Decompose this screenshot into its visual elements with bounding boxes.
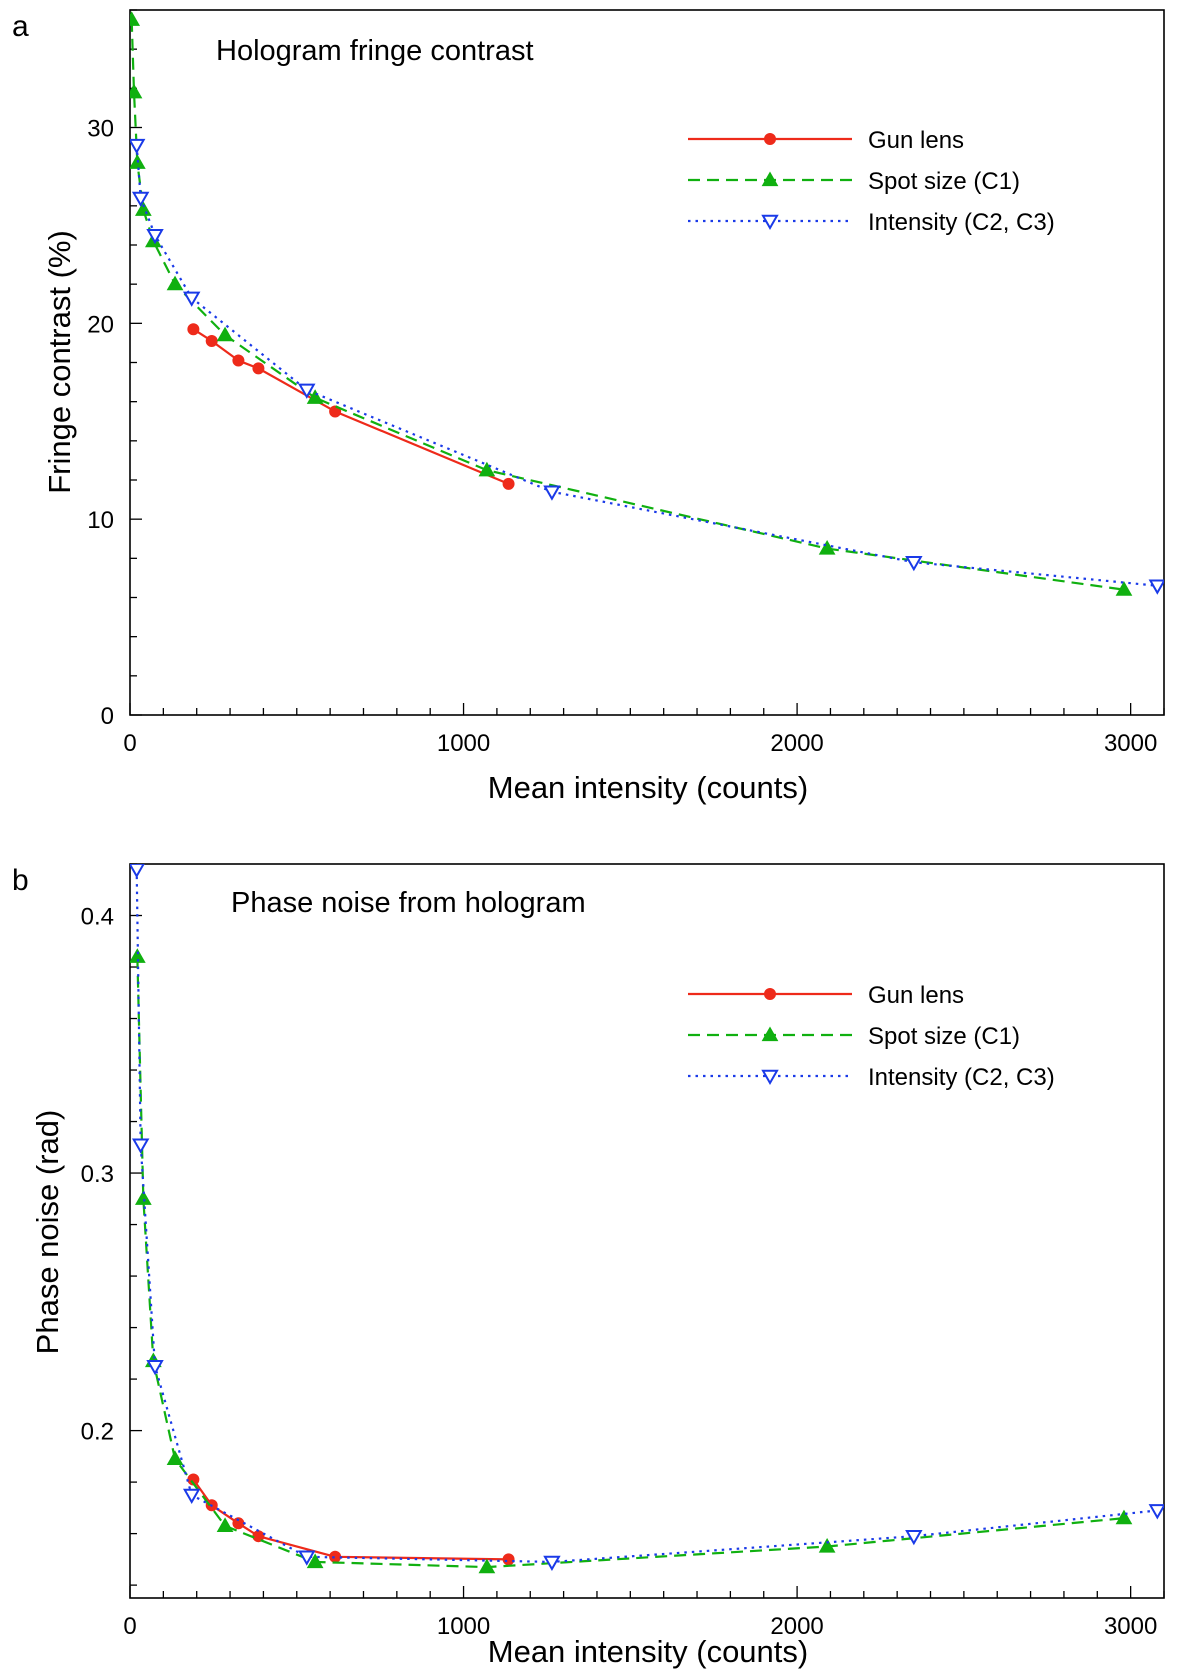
y-axis-title: Phase noise (rad): [30, 1110, 65, 1355]
legend-label: Intensity (C2, C3): [868, 1064, 1055, 1091]
x-tick-label: 1000: [437, 1613, 490, 1640]
data-point: [543, 485, 561, 501]
legend: Gun lens Spot size (C1) Intensity (C2, C3): [688, 127, 1055, 236]
chart-title: Hologram fringe contrast: [216, 35, 534, 67]
data-point: [478, 1558, 496, 1574]
data-point: [166, 1450, 184, 1466]
x-tick-label: 2000: [770, 730, 823, 757]
series-line: [192, 328, 510, 485]
data-point: [543, 1555, 561, 1571]
data-point: [134, 1190, 152, 1205]
legend-marker: [761, 214, 779, 231]
data-point: [131, 191, 150, 208]
series-layer: [130, 864, 1164, 1574]
data-point: [130, 138, 146, 155]
panel-label: a: [12, 10, 29, 43]
panel-a: a Hologram fringe contrast 0 1000 2000 3000…: [12, 9, 1165, 805]
data-point: [130, 864, 145, 879]
series-layer: [130, 11, 1164, 596]
data-point: [232, 354, 245, 367]
data-point: [329, 1550, 342, 1563]
series-line: [135, 869, 1158, 1564]
x-tick-label: 2000: [770, 1613, 823, 1640]
plot-frame: [129, 9, 1165, 716]
chart-title: Phase noise from hologram: [231, 887, 586, 919]
x-tick-label: 3000: [1104, 730, 1157, 757]
data-point: [818, 540, 836, 555]
legend-label: Spot size (C1): [868, 1023, 1020, 1050]
series-line: [130, 19, 1125, 591]
legend-label: Gun lens: [868, 982, 964, 1009]
legend-label: Spot size (C1): [868, 168, 1020, 195]
legend-label: Gun lens: [868, 127, 964, 154]
legend-label: Intensity (C2, C3): [868, 209, 1055, 236]
y-tick-label: 0.3: [81, 1161, 114, 1188]
x-tick-label: 0: [123, 1613, 136, 1640]
y-tick-label: 30: [87, 116, 114, 143]
panel-b: b Phase noise from hologram 0 1000 2000 300…: [12, 863, 1165, 1669]
x-tick-label: 1000: [437, 730, 490, 757]
data-point: [329, 405, 342, 418]
data-point: [252, 362, 265, 375]
data-point: [166, 275, 184, 291]
data-point: [205, 334, 218, 347]
data-point: [1115, 581, 1133, 596]
x-axis-title: Mean intensity (counts): [488, 770, 808, 805]
data-point: [298, 1550, 316, 1566]
data-point: [146, 228, 164, 245]
legend-marker: [764, 988, 776, 1000]
data-point: [216, 1517, 234, 1533]
data-point: [306, 1553, 324, 1569]
y-tick-label: 0: [101, 703, 114, 730]
data-point: [1148, 1504, 1164, 1520]
data-point: [306, 389, 324, 404]
data-point: [130, 11, 141, 26]
y-tick-label: 0.2: [81, 1419, 114, 1446]
data-point: [298, 383, 316, 399]
legend-marker: [761, 1069, 779, 1086]
data-point: [182, 291, 201, 307]
data-point: [131, 1138, 150, 1154]
x-tick-label: 0: [123, 730, 136, 757]
axis-ticks: 0 1000 2000 3000 0 10 20 30: [87, 9, 1165, 757]
y-axis-title: Fringe contrast (%): [42, 230, 77, 494]
series-line: [135, 145, 1158, 587]
data-point: [478, 461, 496, 477]
data-point: [182, 1488, 201, 1504]
data-point: [130, 83, 143, 99]
x-axis-title: Mean intensity (counts): [488, 1634, 808, 1669]
legend-marker: [764, 133, 776, 145]
legend-marker: [761, 171, 779, 187]
data-point: [905, 1529, 923, 1546]
y-tick-label: 20: [87, 311, 114, 338]
y-tick-label: 10: [87, 507, 114, 534]
data-point: [502, 1553, 515, 1566]
data-point: [1148, 579, 1164, 595]
data-point: [146, 1359, 164, 1376]
data-point: [1115, 1509, 1133, 1525]
data-point: [905, 556, 923, 572]
legend: Gun lens Spot size (C1) Intensity (C2, C3): [688, 982, 1055, 1091]
data-point: [502, 477, 515, 490]
data-point: [134, 201, 152, 216]
x-tick-label: 3000: [1104, 1613, 1157, 1640]
data-point: [130, 948, 146, 963]
y-tick-label: 0.4: [81, 904, 114, 931]
panel-label: b: [12, 864, 29, 897]
data-point: [187, 323, 200, 336]
data-point: [216, 326, 234, 342]
data-point: [818, 1537, 836, 1553]
plot-frame: [129, 863, 1165, 1599]
legend-marker: [761, 1026, 779, 1042]
